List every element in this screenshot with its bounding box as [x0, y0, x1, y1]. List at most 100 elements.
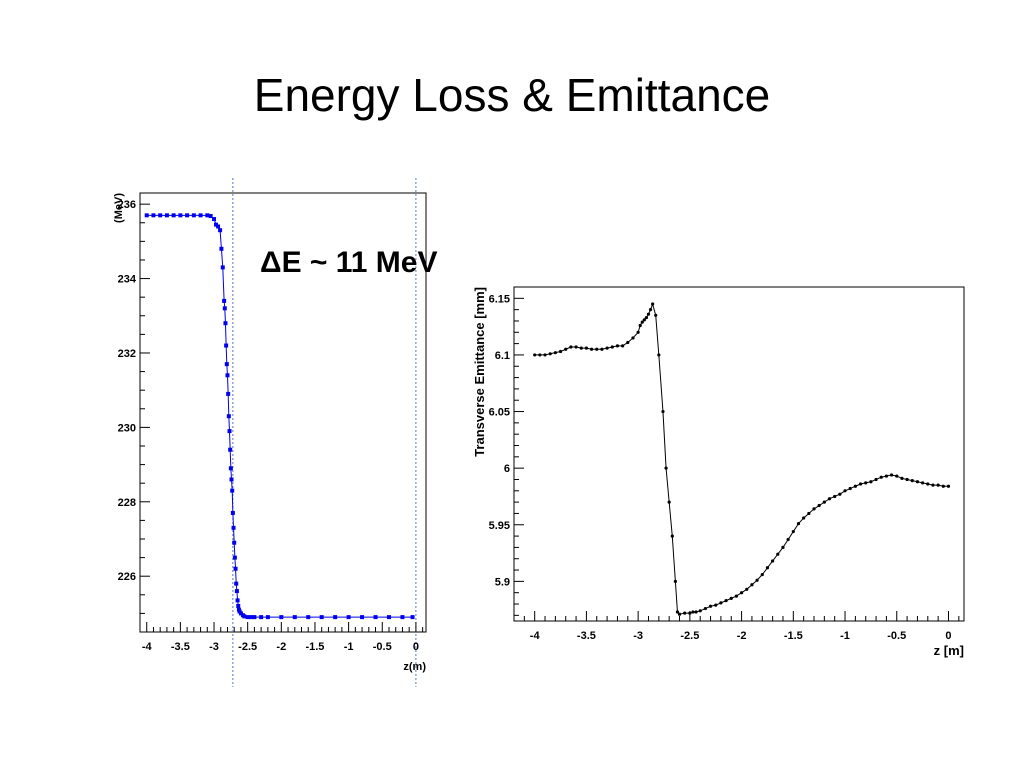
chart0-data-point [151, 213, 156, 218]
chart1-x-tick-label-7: -0.5 [887, 630, 906, 642]
chart0-x-tick-label-5: -1.5 [305, 641, 324, 653]
chart0-data-point [400, 615, 405, 620]
chart1-data-point [694, 610, 698, 614]
chart1-data-point [605, 346, 609, 350]
chart0-data-point [226, 414, 231, 419]
chart1-data-point [548, 352, 552, 356]
chart1-data-point [729, 596, 733, 600]
chart1-data-point [626, 340, 630, 345]
chart1-data-point [874, 477, 878, 482]
chart1-data-point [698, 609, 702, 613]
chart0-y-tick-label-3: 232 [118, 348, 136, 360]
chart0-data-point [242, 614, 247, 619]
chart0-data-point [164, 213, 169, 218]
chart1-x-tick-label-1: -3.5 [577, 630, 596, 642]
chart1-data-point [584, 346, 589, 350]
chart1-data-point [648, 308, 653, 312]
chart0-data-point [234, 589, 239, 594]
chart0-data-point [178, 213, 183, 218]
chart1-data-point [833, 494, 837, 499]
chart0-data-point [191, 213, 196, 218]
chart0-data-point [222, 298, 227, 303]
chart0-data-point [386, 615, 391, 620]
chart1-data-point [724, 599, 728, 603]
chart1-data-point [579, 346, 583, 350]
chart1-data-point [589, 347, 594, 351]
chart0-data-point [198, 213, 203, 218]
chart1-data-point [657, 353, 661, 357]
chart1-data-point [822, 500, 826, 504]
chart1-data-point [910, 479, 914, 483]
chart0-data-point [259, 615, 264, 620]
chart1-data-point [703, 606, 707, 611]
chart1-x-axis-title: z [m] [934, 643, 964, 658]
slide-title: Energy Loss & Emittance [253, 69, 771, 121]
chart0-data-point [224, 343, 229, 348]
chart1-x-tick-label-3: -2.5 [680, 630, 699, 642]
chart0-data-point [265, 615, 270, 620]
chart0-data-point [158, 213, 163, 218]
chart1-y-tick-label-1: 5.95 [489, 520, 510, 532]
chart1-data-point [786, 537, 790, 542]
chart1-data-point [640, 320, 644, 324]
chart1-data-point [673, 579, 677, 583]
chart0-data-point [410, 615, 415, 620]
chart0-data-point [185, 213, 190, 218]
chart0-data-point [231, 525, 236, 530]
chart0-data-point [230, 488, 235, 493]
chart1-data-point [558, 349, 563, 354]
chart1-data-point [638, 323, 642, 328]
chart1-data-point [644, 315, 649, 320]
chart1-data-point [864, 481, 868, 485]
chart0-x-tick-label-1: -3.5 [171, 641, 190, 653]
chart1-data-point [926, 482, 930, 486]
chart1-data-point [807, 511, 811, 516]
chart0-data-point [360, 615, 365, 620]
chart1-data-point [636, 330, 640, 334]
chart1-data-point [771, 559, 775, 563]
chart1-data-point [802, 516, 806, 520]
chart0-x-tick-label-4: -2 [276, 641, 286, 653]
chart0-data-point [232, 540, 237, 545]
chart1-data-point [817, 503, 821, 508]
chart0-y-tick-label-0: 226 [118, 571, 136, 583]
chart0-data-point [235, 598, 240, 603]
chart1-data-point [688, 611, 692, 615]
chart1-x-tick-label-0: -4 [530, 630, 541, 642]
chart0-x-tick-label-0: -4 [142, 641, 153, 653]
chart0-data-point [249, 615, 254, 620]
chart1-data-point [631, 336, 635, 340]
chart0-data-point [236, 603, 241, 608]
chart1-data-point [533, 353, 537, 357]
chart1-data-point [755, 578, 759, 582]
chart1-data-point [900, 476, 904, 480]
chart1-data-point [745, 587, 749, 591]
chart0-x-axis-title: z(m) [403, 661, 426, 673]
chart0-data-point [245, 615, 250, 620]
chart1-data-point [691, 610, 695, 614]
chart1-data-point [651, 302, 655, 306]
chart1-data-point [574, 345, 578, 349]
chart0-data-point [230, 510, 235, 515]
chart1-data-point [719, 601, 723, 605]
chart1-data-point [675, 610, 680, 614]
chart1-data-point [931, 483, 935, 487]
chart1-data-point [884, 474, 889, 478]
chart0-frame [139, 192, 427, 633]
chart1-y-tick-label-3: 6.05 [489, 407, 510, 419]
chart1-data-point [543, 353, 547, 357]
chart0-data-point [292, 615, 297, 620]
chart1-data-point [889, 473, 894, 477]
chart0-y-tick-label-5: 236 [118, 199, 136, 211]
chart0-data-point [234, 581, 239, 586]
chart1-data-point [921, 481, 925, 485]
chart0-y-tick-label-2: 230 [118, 422, 136, 434]
chart1-data-point [670, 534, 674, 538]
chart0-data-point [232, 555, 237, 560]
chart0-data-point [222, 306, 227, 311]
chart1-data-point [621, 344, 625, 348]
chart1-data-point [781, 545, 785, 550]
chart0-data-point [216, 224, 221, 229]
chart1-data-point [750, 583, 754, 587]
